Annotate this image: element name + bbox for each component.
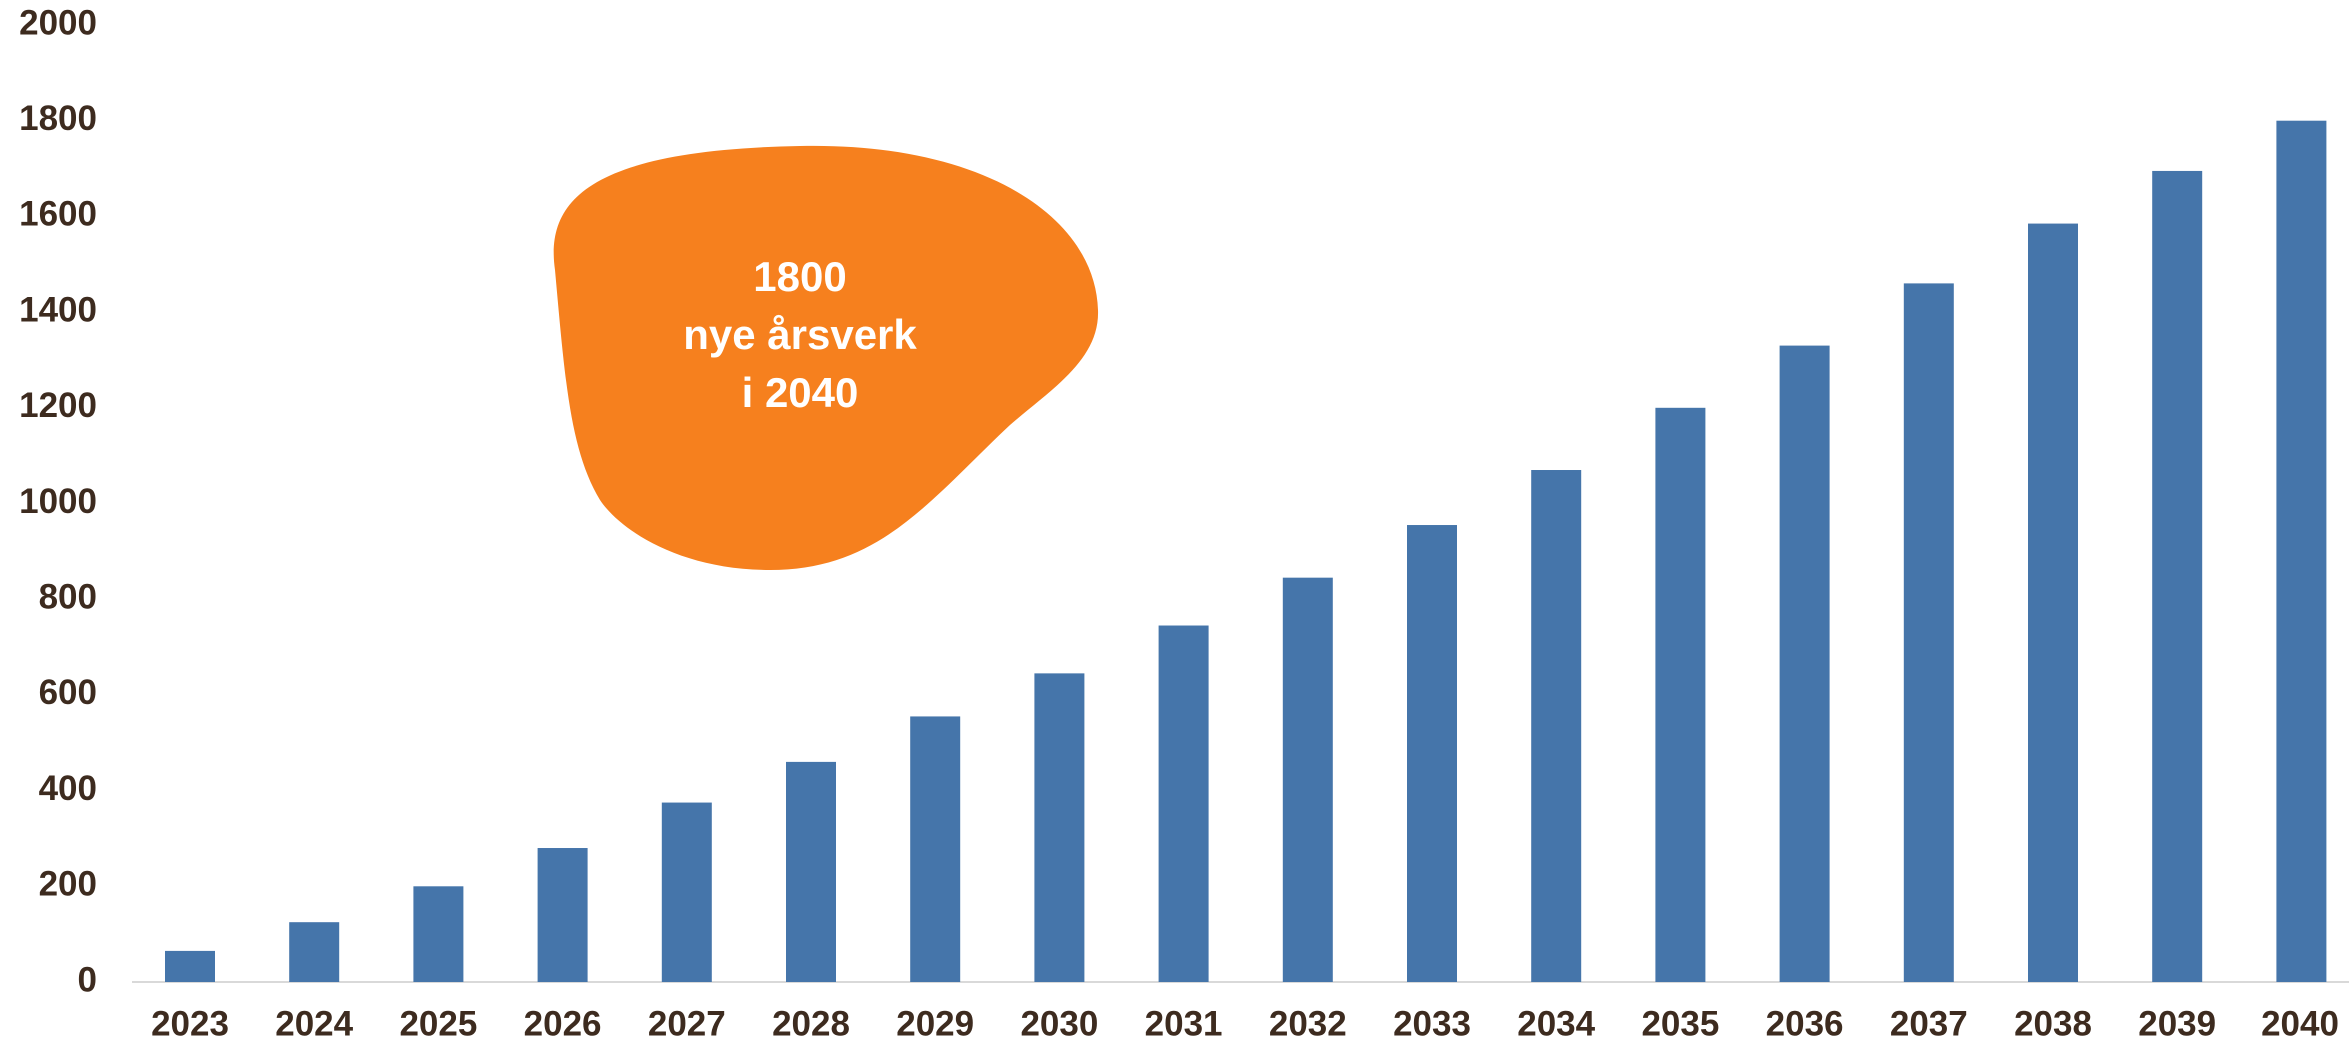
bar xyxy=(1655,407,1706,982)
x-tick-label: 2039 xyxy=(2138,1004,2216,1042)
x-tick-label: 2036 xyxy=(1766,1004,1844,1042)
x-tick-label: 2029 xyxy=(896,1004,974,1042)
annotation-text: nye årsverk xyxy=(683,311,917,358)
bar xyxy=(910,716,961,982)
bar xyxy=(1779,345,1830,983)
bar xyxy=(786,761,836,982)
x-tick-label: 2025 xyxy=(399,1004,477,1042)
y-tick-label: 600 xyxy=(39,673,97,712)
x-tick-label: 2034 xyxy=(1517,1004,1595,1042)
x-tick-label: 2033 xyxy=(1393,1004,1471,1042)
bar xyxy=(1282,577,1333,982)
annotation-text: 1800 xyxy=(753,253,846,300)
y-tick-label: 400 xyxy=(39,769,97,808)
bar xyxy=(289,922,340,982)
x-tick-label: 2037 xyxy=(1890,1004,1968,1042)
annotation-blob xyxy=(553,145,1099,570)
y-tick-label: 800 xyxy=(39,577,97,616)
x-tick-label: 2038 xyxy=(2014,1004,2092,1042)
y-tick-label: 200 xyxy=(39,865,97,904)
x-tick-label: 2028 xyxy=(772,1004,850,1042)
x-tick-label: 2024 xyxy=(275,1004,353,1042)
x-tick-label: 2035 xyxy=(1641,1004,1719,1042)
bar xyxy=(661,802,712,982)
x-tick-label: 2040 xyxy=(2261,1004,2339,1042)
x-tick-label: 2026 xyxy=(524,1004,602,1042)
y-tick-label: 1600 xyxy=(19,195,97,234)
bar xyxy=(1407,525,1457,982)
bar xyxy=(413,886,464,982)
bar xyxy=(2152,170,2203,982)
y-tick-label: 2000 xyxy=(19,3,97,42)
y-tick-label: 1000 xyxy=(19,482,97,521)
bar xyxy=(165,950,215,982)
x-tick-label: 2031 xyxy=(1145,1004,1223,1042)
bar xyxy=(1903,283,1954,982)
bar xyxy=(1531,470,1582,982)
x-tick-label: 2027 xyxy=(648,1004,726,1042)
y-tick-label: 1400 xyxy=(19,290,97,329)
x-tick-label: 2030 xyxy=(1020,1004,1098,1042)
bar xyxy=(2276,120,2327,982)
x-tick-label: 2032 xyxy=(1269,1004,1347,1042)
y-tick-label: 1800 xyxy=(19,99,97,138)
bar xyxy=(2028,223,2078,982)
x-tick-label: 2023 xyxy=(151,1004,229,1042)
bar xyxy=(1034,673,1085,982)
y-tick-label: 0 xyxy=(78,960,97,999)
bar xyxy=(1158,625,1209,982)
bar xyxy=(537,848,588,982)
y-tick-label: 1200 xyxy=(19,386,97,425)
annotation-text: i 2040 xyxy=(742,369,859,416)
